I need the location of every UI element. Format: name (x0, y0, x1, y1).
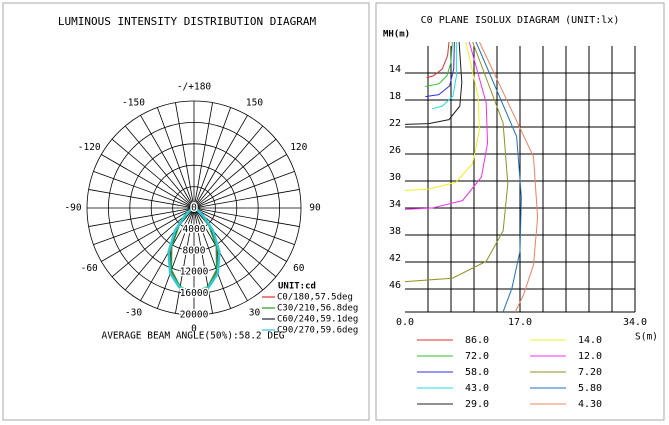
right-panel (375, 2, 665, 421)
y-tick-label: 18 (389, 91, 401, 102)
spoke (193, 207, 231, 309)
y-tick-label: 30 (389, 172, 401, 183)
spoke (193, 207, 300, 227)
radial-tick-label: 20000 (180, 310, 209, 321)
y-tick-label: 34 (389, 199, 401, 210)
spoke (193, 189, 300, 209)
spoke (157, 107, 195, 209)
legend-label: 7.20 (578, 367, 602, 378)
x-axis-label: S(m) (635, 332, 658, 343)
ring (86, 100, 302, 316)
isolux-curve (404, 41, 463, 125)
y-tick-label: 38 (389, 226, 401, 237)
spoke (193, 115, 248, 209)
angle-tick-label: -/+180 (177, 82, 212, 93)
y-axis-label: MH(m) (383, 30, 410, 40)
spoke (193, 207, 248, 301)
spoke (175, 102, 195, 209)
radial-tick-label: 16000 (180, 288, 209, 299)
isolux-curve (425, 41, 455, 98)
radial-tick-label: 4000 (183, 224, 206, 235)
radial-tick-label: 0 (191, 203, 197, 214)
spoke (193, 102, 213, 209)
isolux-curve (426, 41, 450, 79)
y-tick-label: 46 (389, 280, 401, 291)
spoke (88, 189, 195, 209)
x-tick-label: 0.0 (396, 317, 414, 328)
spoke (193, 125, 264, 209)
angle-tick-label: -150 (122, 98, 145, 109)
angle-tick-label: 0 (191, 324, 197, 335)
legend-label: 72.0 (465, 351, 489, 362)
spoke (193, 207, 295, 245)
spoke (193, 107, 231, 209)
legend-label: C60/240,59.1deg (277, 315, 358, 325)
angle-tick-label: 60 (293, 263, 305, 274)
y-tick-label: 14 (389, 64, 401, 75)
angle-tick-label: -30 (125, 307, 142, 318)
angle-tick-label: 30 (249, 307, 261, 318)
angle-tick-label: -90 (64, 203, 81, 214)
x-tick-label: 34.0 (623, 317, 647, 328)
spoke (101, 207, 195, 262)
spoke (88, 207, 195, 227)
polar-title: LUMINOUS INTENSITY DISTRIBUTION DIAGRAM (58, 15, 317, 28)
spoke (193, 207, 213, 314)
legend-label: 4.30 (578, 399, 602, 410)
spoke (157, 207, 195, 309)
spoke (175, 207, 195, 314)
spoke (193, 138, 277, 209)
spoke (140, 115, 195, 209)
spoke (193, 207, 287, 262)
isolux-curve (404, 41, 480, 191)
legend-label: 14.0 (578, 335, 602, 346)
legend-label: C30/210,56.8deg (277, 304, 358, 314)
y-tick-label: 42 (389, 253, 401, 264)
legend-label: 12.0 (578, 351, 602, 362)
isolux-curve (431, 42, 457, 110)
radial-tick-label: 8000 (183, 245, 206, 256)
legend-label: 29.0 (465, 399, 489, 410)
spoke (111, 207, 195, 278)
radial-tick-label: 12000 (180, 267, 209, 278)
spoke (140, 207, 195, 301)
spoke (93, 207, 195, 245)
ring (129, 143, 259, 273)
legend-label: 5.80 (578, 383, 602, 394)
unit-label: UNIT:cd (278, 282, 316, 292)
x-tick-label: 17.0 (508, 317, 532, 328)
legend-label: 86.0 (465, 335, 489, 346)
isolux-curve (425, 41, 453, 88)
angle-tick-label: 90 (309, 203, 321, 214)
y-tick-label: 26 (389, 145, 401, 156)
legend-label: 58.0 (465, 367, 489, 378)
legend-label: C90/270,59.6deg (277, 326, 358, 336)
spoke (193, 154, 287, 209)
legend-label: 43.0 (465, 383, 489, 394)
y-tick-label: 22 (389, 118, 401, 129)
angle-tick-label: -60 (81, 263, 98, 274)
spoke (124, 125, 195, 209)
spoke (93, 171, 195, 209)
beam-angle-note: AVERAGE BEAM ANGLE(50%):58.2 DEG (101, 331, 284, 342)
spoke (193, 207, 277, 278)
isolux-curve (475, 41, 522, 313)
ring (172, 186, 216, 230)
intensity-curve (167, 206, 221, 294)
isolux-curve (404, 41, 509, 283)
isolux-title: C0 PLANE ISOLUX DIAGRAM (UNIT:lx) (421, 15, 620, 26)
isolux-curve (478, 41, 539, 313)
angle-tick-label: 120 (290, 142, 307, 153)
angle-tick-label: 150 (246, 98, 263, 109)
left-panel (2, 2, 370, 421)
spoke (111, 138, 195, 209)
ring (150, 164, 238, 252)
isolux-curve (404, 41, 489, 210)
spoke (193, 171, 295, 209)
legend-label: C0/180,57.5deg (277, 293, 353, 303)
angle-tick-label: -120 (78, 142, 101, 153)
spoke (101, 154, 195, 209)
